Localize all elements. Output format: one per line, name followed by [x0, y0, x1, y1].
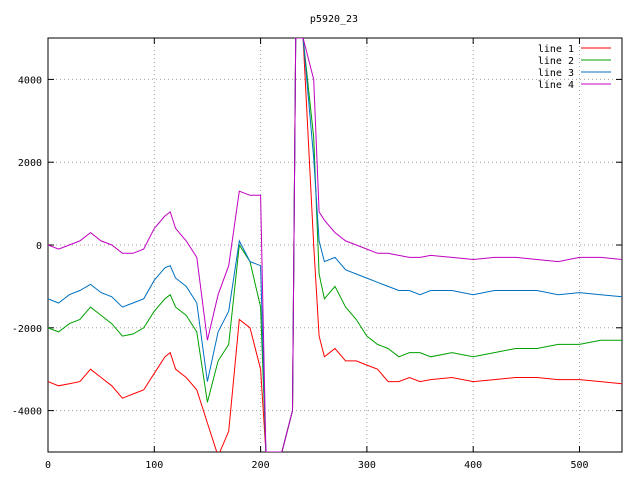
x-tick-label: 400 [464, 460, 482, 471]
x-tick-label: 300 [358, 460, 376, 471]
y-tick-label: -4000 [12, 407, 42, 418]
y-tick-label: 0 [36, 241, 42, 252]
plot-area-frame [47, 37, 623, 453]
series-line-2 [48, 38, 622, 452]
y-tick-label: 4000 [18, 75, 42, 86]
x-tick-label: 200 [252, 460, 270, 471]
y-tick-label: -2000 [12, 324, 42, 335]
x-tick-label: 100 [145, 460, 163, 471]
grid-lines [48, 38, 622, 452]
x-tick-label: 500 [570, 460, 588, 471]
series-line-3 [48, 38, 622, 452]
series-line-1 [48, 38, 622, 452]
y-tick-label: 2000 [18, 158, 42, 169]
axis-ticks: 0 100 200 300 400 500 -4000 -2000 0 2000 4000 [12, 38, 622, 471]
legend-label: line 4 [538, 80, 574, 91]
x-tick-label: 0 [45, 460, 51, 471]
legend-label: line 3 [538, 68, 574, 79]
legend-label: line 2 [538, 56, 574, 67]
series-line-4 [48, 38, 622, 452]
legend-label: line 1 [538, 44, 574, 55]
series-group [48, 38, 622, 452]
chart-title: p5920_23 [310, 14, 358, 25]
